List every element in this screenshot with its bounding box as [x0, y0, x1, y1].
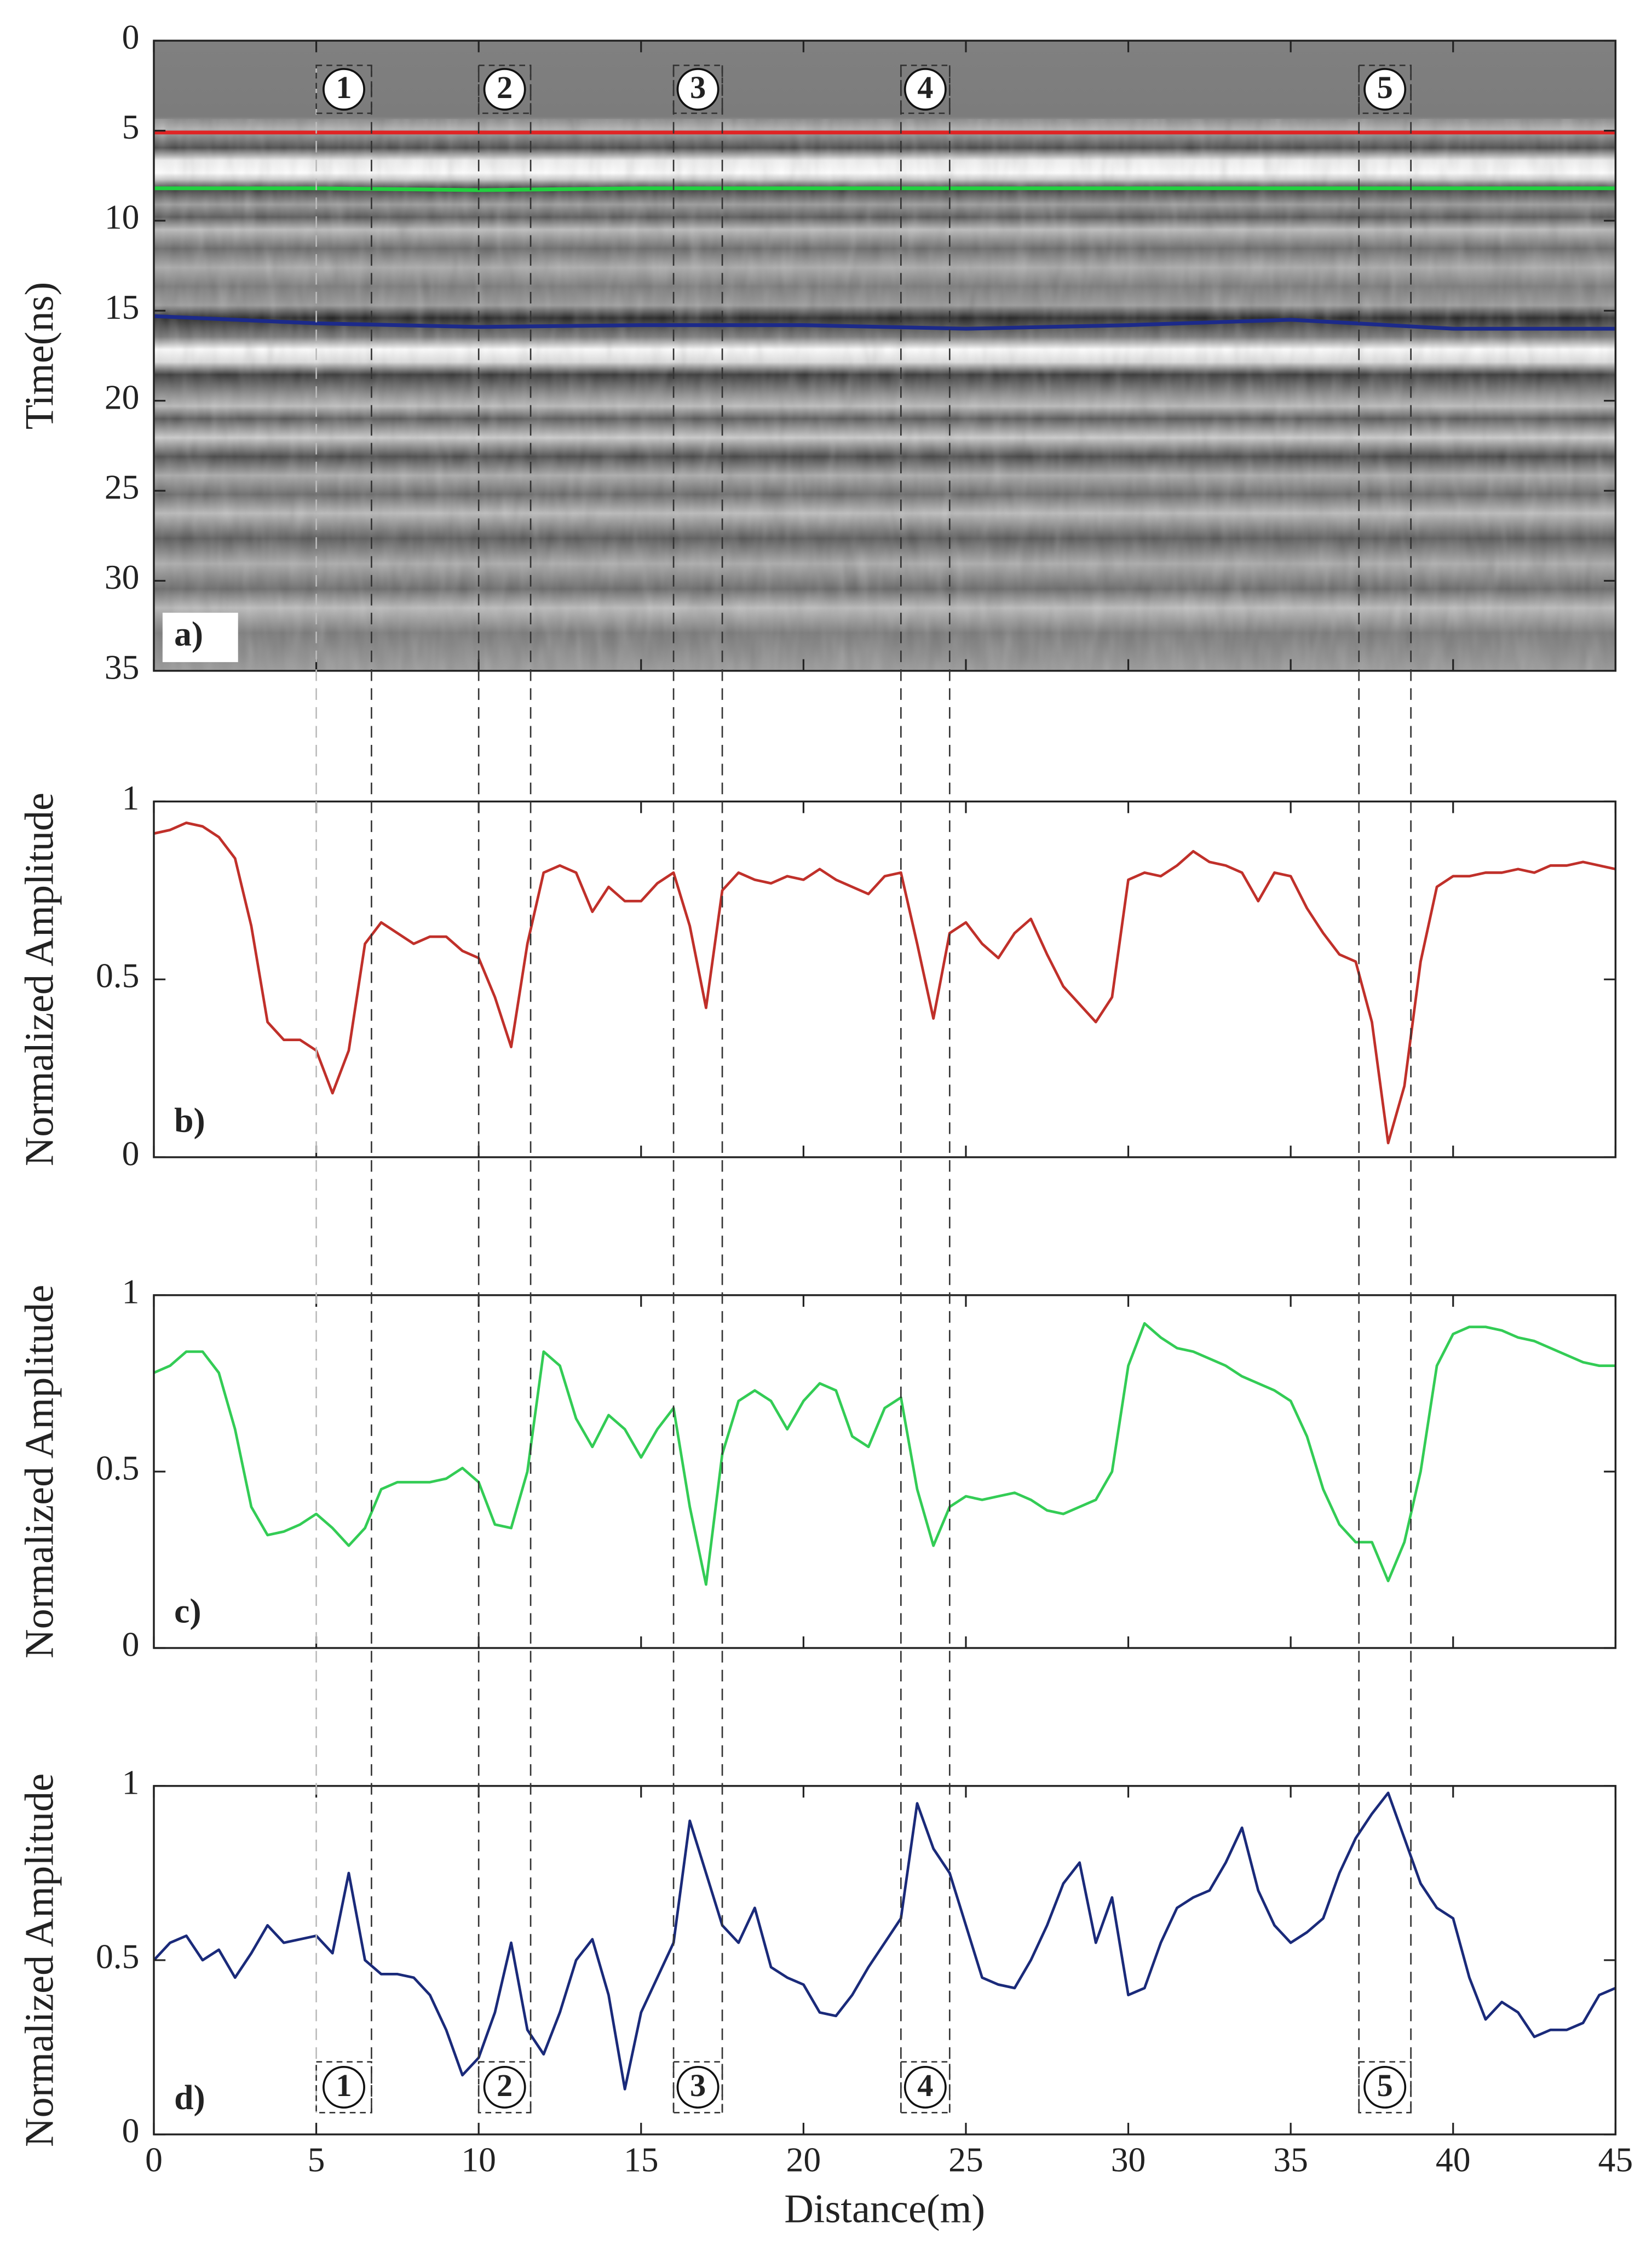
zone-box — [672, 2061, 723, 2114]
x-tick-label: 35 — [1273, 2140, 1308, 2179]
zone-label: 4 — [917, 70, 933, 105]
series-line — [153, 821, 1616, 1145]
zone-label: 2 — [497, 2068, 513, 2103]
axes-frame — [153, 39, 1617, 672]
x-tick-label: 10 — [461, 2140, 496, 2179]
y-axis-label: Time(ns) — [18, 282, 62, 429]
x-tick-label: 40 — [1436, 2140, 1471, 2179]
y-tick-label: 0 — [122, 2111, 140, 2150]
y-tick-label: 1 — [122, 778, 140, 817]
y-tick-label: 20 — [105, 377, 140, 416]
y-tick-label: 15 — [105, 288, 140, 326]
zone-marker — [323, 68, 365, 111]
y-tick-label: 0 — [122, 18, 140, 56]
y-tick-label: 5 — [122, 107, 140, 146]
y-tick-label: 0.5 — [96, 1937, 140, 1976]
panel-label: d) — [174, 2078, 205, 2117]
y-axis-label: Normalized Amplitude — [18, 1773, 62, 2147]
zone-label: 5 — [1377, 2068, 1393, 2103]
zone-label: 3 — [690, 70, 706, 105]
y-tick-label: 30 — [105, 558, 140, 596]
zone-marker — [1363, 2065, 1407, 2109]
y-axis-label: Normalized Amplitude — [18, 1285, 62, 1658]
zone-marker — [903, 68, 947, 111]
zone-label: 1 — [336, 2068, 352, 2103]
plot-background — [153, 801, 1616, 1157]
zone-box — [900, 2061, 951, 2114]
panel-label-box — [162, 612, 238, 662]
zone-box — [477, 2061, 532, 2114]
zone-marker — [323, 2065, 365, 2109]
zone-label: 3 — [690, 2068, 706, 2103]
zone-label: 1 — [336, 70, 352, 105]
zone-box — [1358, 2061, 1412, 2114]
y-axis-label: Normalized Amplitude — [18, 793, 62, 1166]
zone-label: 2 — [497, 70, 513, 105]
x-tick-label: 30 — [1111, 2140, 1146, 2179]
y-tick-label: 35 — [105, 647, 140, 686]
x-axis-label: Distance(m) — [784, 2186, 985, 2231]
zone-box — [1358, 64, 1412, 114]
zone-box — [477, 64, 532, 114]
zone-marker — [676, 2065, 720, 2109]
series-line — [153, 314, 1616, 331]
zone-box — [315, 2061, 372, 2114]
series-line — [153, 1322, 1616, 1586]
x-tick-label: 20 — [786, 2140, 821, 2179]
y-tick-label: 10 — [105, 198, 140, 237]
y-tick-label: 0 — [122, 1134, 140, 1173]
x-tick-label: 15 — [624, 2140, 659, 2179]
y-tick-label: 1 — [122, 1762, 140, 1801]
plot-background — [153, 1295, 1616, 1648]
radargram-texture — [153, 119, 1616, 671]
zone-marker — [1363, 68, 1407, 111]
zone-marker — [483, 2065, 526, 2109]
x-tick-label: 5 — [308, 2140, 325, 2179]
y-tick-label: 0.5 — [96, 956, 140, 995]
zone-marker — [903, 2065, 947, 2109]
y-tick-label: 1 — [122, 1272, 140, 1311]
y-tick-label: 0 — [122, 1625, 140, 1664]
x-tick-label: 25 — [948, 2140, 983, 2179]
x-tick-label: 45 — [1598, 2140, 1633, 2179]
zone-label: 4 — [917, 2068, 933, 2103]
y-tick-label: 25 — [105, 468, 140, 507]
zone-box — [900, 64, 951, 114]
zone-marker — [483, 68, 526, 111]
series-line — [153, 186, 1616, 192]
zone-marker — [676, 68, 720, 111]
x-tick-label: 0 — [145, 2140, 163, 2179]
panel-label: a) — [174, 614, 203, 653]
zone-label: 5 — [1377, 70, 1393, 105]
panel-label: c) — [174, 1592, 201, 1630]
y-tick-label: 0.5 — [96, 1448, 140, 1487]
series-line — [153, 1792, 1616, 2091]
panel-label: b) — [174, 1101, 205, 1140]
zone-box — [672, 64, 723, 114]
